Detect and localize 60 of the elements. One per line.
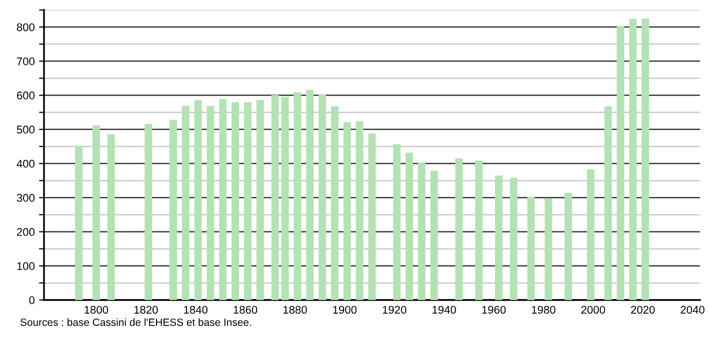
bar [616,26,624,300]
bar [368,134,376,300]
bar [294,92,302,300]
y-tick-label: 200 [16,228,35,236]
y-tick-label: 0 [29,296,35,304]
bar [455,158,463,300]
y-tick-label: 800 [16,23,35,32]
bar [510,178,518,300]
bar [629,18,637,300]
bar [393,144,401,300]
bar [75,146,83,300]
x-tick-label: 1980 [532,306,556,314]
x-tick-label: 1920 [382,306,406,314]
x-tick-label: 1820 [134,306,158,314]
bar [586,169,594,300]
bar [318,94,326,300]
x-tick-label: 1880 [283,306,307,314]
bar [406,152,413,300]
y-tick-label: 400 [16,160,35,168]
bar [281,97,289,300]
bar [430,170,438,300]
y-tick-label: 700 [17,57,35,66]
bar [244,102,252,300]
bar [564,192,572,300]
bar [219,99,227,300]
y-tick-label: 300 [16,194,35,202]
bar [331,106,338,300]
x-tick-label: 1800 [84,306,108,314]
y-tick-label: 100 [17,262,35,270]
x-tick-label: 1940 [432,306,456,314]
x-tick-label: 2020 [631,306,655,314]
source-note: Sources : base Cassini de l'EHESS et base Insee. [20,318,251,326]
bar [271,94,279,300]
bar [256,100,264,300]
y-tick-label: 600 [17,92,35,100]
x-tick-label: 1860 [234,306,258,314]
bar [169,120,177,300]
bar [306,90,314,300]
bar [194,100,202,300]
bar [527,196,535,300]
bar [206,106,214,300]
x-tick-label: 2040 [680,306,704,314]
x-tick-label: 1960 [482,306,506,314]
bar [475,160,483,300]
bar [232,102,240,300]
x-tick-label: 1900 [333,306,357,314]
bar [418,162,426,300]
y-tick-label: 500 [16,126,35,134]
x-tick-label: 1840 [184,306,208,314]
bar [604,106,612,300]
bar [544,198,552,300]
bar [642,18,650,300]
bar [343,122,351,300]
bar [107,134,115,300]
bar [182,106,190,300]
bar [144,124,152,300]
bar [356,121,364,300]
bar [495,175,502,300]
bar [92,125,100,300]
x-tick-label: 2000 [581,306,606,314]
